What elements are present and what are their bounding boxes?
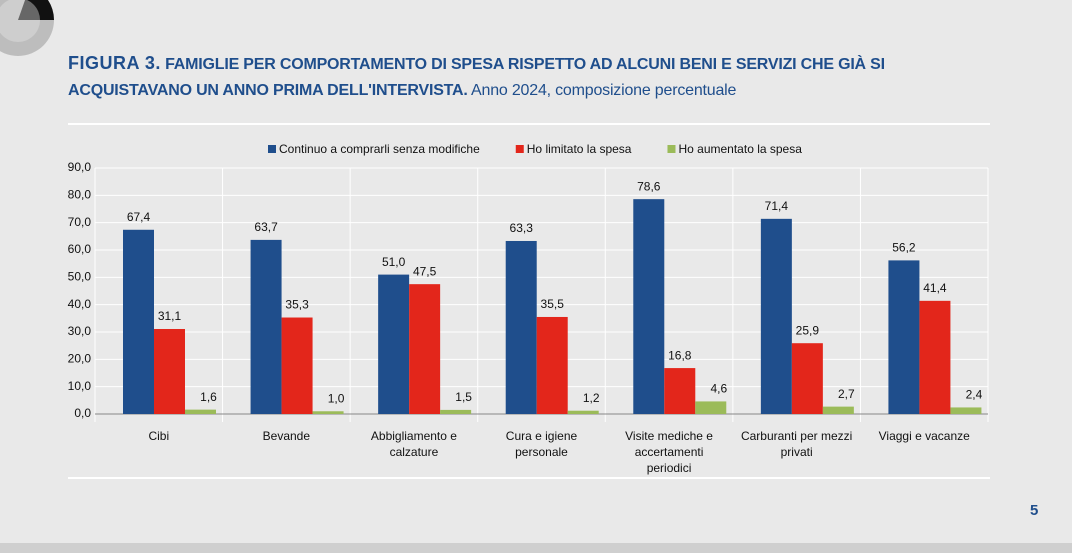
bar	[185, 409, 216, 414]
legend-swatch	[515, 145, 524, 153]
y-tick-label: 20,0	[68, 352, 92, 366]
value-label: 63,7	[254, 220, 278, 234]
subtitle: Anno 2024, composizione percentuale	[471, 82, 737, 99]
x-tick-label: Visite mediche e accertamenti periodici	[625, 429, 713, 475]
bar	[378, 274, 410, 414]
bar	[440, 409, 472, 414]
bar	[760, 218, 792, 414]
bar	[281, 317, 313, 414]
value-label: 67,4	[127, 210, 151, 224]
bar	[409, 284, 441, 414]
legend-swatch	[667, 145, 676, 153]
legend-swatch	[268, 145, 276, 153]
x-tick-label: Cura e igiene personale	[505, 429, 578, 459]
bar	[695, 401, 727, 414]
chart-title: FAMIGLIE PER COMPORTAMENTO DI SPESA RISP…	[68, 56, 885, 99]
value-label: 25,9	[796, 323, 820, 337]
value-label: 71,4	[765, 199, 789, 213]
y-tick-label: 30,0	[68, 324, 92, 338]
value-label: 31,1	[158, 309, 182, 323]
bar	[154, 328, 185, 414]
y-tick-label: 40,0	[68, 297, 92, 311]
x-tick-label: Viaggi e vacanze	[878, 429, 970, 443]
value-label: 41,4	[923, 281, 947, 295]
bar	[919, 300, 951, 414]
figure-label: FIGURA 3.	[68, 53, 161, 73]
value-label: 35,3	[285, 298, 309, 312]
x-tick-label: Cibi	[148, 429, 170, 443]
y-tick-label: 80,0	[68, 188, 92, 202]
x-tick-label: Abbigliamento e calzature	[370, 429, 457, 459]
footer-strip	[0, 543, 1072, 553]
page-number: 5	[1030, 502, 1039, 519]
bar	[312, 411, 344, 414]
x-tick-label: Carburanti per mezzi privati	[740, 429, 853, 459]
bar	[567, 410, 599, 414]
value-label: 51,0	[382, 255, 406, 269]
y-tick-label: 10,0	[68, 379, 92, 393]
bar	[536, 316, 568, 414]
bar	[664, 368, 696, 414]
logo	[0, 0, 55, 56]
bar	[822, 406, 854, 414]
value-label: 35,5	[541, 297, 565, 311]
bar	[950, 407, 982, 414]
legend-label: Ho limitato la spesa	[527, 142, 632, 156]
value-label: 1,6	[200, 390, 217, 404]
title-block: FIGURA 3. FAMIGLIE PER COMPORTAMENTO DI …	[68, 50, 998, 104]
bar	[250, 239, 282, 414]
y-tick-label: 90,0	[68, 160, 92, 174]
legend-label: Continuo a comprarli senza modifiche	[279, 142, 480, 156]
value-label: 2,4	[966, 388, 983, 402]
bar	[791, 343, 823, 414]
x-tick-label: Bevande	[262, 429, 311, 443]
bar	[888, 260, 920, 414]
value-label: 1,0	[328, 391, 345, 405]
value-label: 1,2	[583, 391, 600, 405]
y-tick-label: 0,0	[74, 406, 91, 420]
value-label: 16,8	[668, 348, 692, 362]
value-label: 47,5	[413, 264, 437, 278]
value-label: 78,6	[637, 179, 661, 193]
y-tick-label: 50,0	[68, 270, 92, 284]
y-tick-label: 70,0	[68, 215, 92, 229]
value-label: 1,5	[455, 390, 472, 404]
value-label: 56,2	[892, 241, 916, 255]
value-label: 63,3	[510, 221, 534, 235]
value-label: 2,7	[838, 387, 855, 401]
legend-label: Ho aumentato la spesa	[678, 142, 802, 156]
y-tick-label: 60,0	[68, 242, 92, 256]
value-label: 4,6	[710, 382, 727, 396]
bar	[505, 240, 537, 414]
bar	[633, 199, 665, 414]
bar	[123, 229, 154, 414]
